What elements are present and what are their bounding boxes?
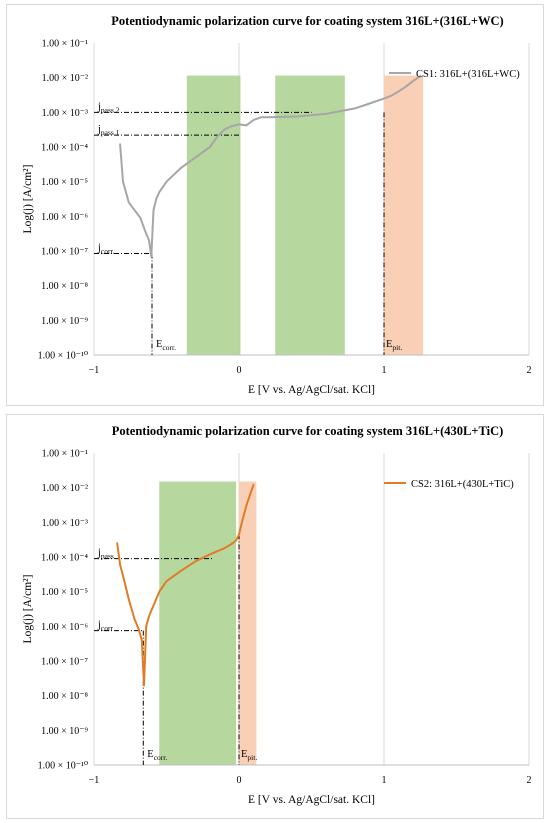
x-tick-label: 2 bbox=[527, 775, 532, 786]
label-epit-base: E bbox=[241, 749, 247, 760]
y-tick-label: 1.00 × 10⁻⁷ bbox=[41, 657, 88, 668]
series-line-cathodic bbox=[119, 143, 153, 258]
label-jpass2: jpass 2 bbox=[97, 101, 120, 114]
label-jpass-sub: pass bbox=[101, 552, 114, 561]
x-tick-label: 0 bbox=[237, 775, 242, 786]
label-epit-sub: pit. bbox=[247, 753, 257, 762]
y-tick-label: 1.00 × 10⁻² bbox=[42, 73, 88, 84]
label-jpass1-base: j bbox=[97, 124, 101, 135]
y-axis-title: Log(j) [A/cm²] bbox=[22, 165, 34, 234]
label-jpass2-base: j bbox=[97, 101, 101, 112]
series-line-anodic bbox=[150, 75, 422, 258]
label-ecorr-base: E bbox=[156, 339, 162, 350]
label-jcorr-sub: corr bbox=[101, 624, 114, 633]
series-line-cathodic bbox=[116, 542, 145, 687]
pitting-region-band bbox=[384, 75, 424, 356]
label-jpass: jpass bbox=[97, 548, 114, 561]
y-tick-label: 1.00 × 10⁻³ bbox=[42, 108, 88, 119]
chart-panel-cs2: Potentiodynamic polarization curve for c… bbox=[6, 414, 544, 819]
y-tick-label: 1.00 × 10⁻¹ bbox=[42, 39, 88, 50]
x-tick-label: 1 bbox=[382, 365, 387, 376]
label-jcorr-base: j bbox=[97, 242, 101, 253]
passive-region-band bbox=[275, 75, 345, 356]
x-tick-label: −1 bbox=[89, 365, 100, 376]
label-ecorr: Ecorr. bbox=[156, 339, 176, 352]
label-epit: Epit. bbox=[241, 749, 257, 762]
label-jpass1-sub: pass 1 bbox=[101, 128, 120, 137]
passive-region-band bbox=[159, 481, 237, 765]
pitting-region-band bbox=[239, 481, 257, 765]
x-axis-title: E [V vs. Ag/AgCl/sat. KCl] bbox=[248, 794, 375, 806]
passive-region-band bbox=[186, 75, 241, 356]
legend-label: CS2: 316L+(430L+TiC) bbox=[411, 479, 514, 490]
label-ecorr-base: E bbox=[147, 749, 153, 760]
label-ecorr: Ecorr. bbox=[147, 749, 167, 762]
y-tick-label: 1.00 × 10⁻⁶ bbox=[41, 212, 88, 223]
x-tick-label: 2 bbox=[527, 365, 532, 376]
chart-title: Potentiodynamic polarization curve for c… bbox=[111, 14, 503, 28]
label-epit-sub: pit. bbox=[392, 343, 402, 352]
chart-panel-cs1: Potentiodynamic polarization curve for c… bbox=[6, 4, 544, 406]
y-tick-label: 1.00 × 10⁻⁷ bbox=[41, 247, 88, 258]
polarization-chart-cs2: Potentiodynamic polarization curve for c… bbox=[22, 424, 532, 806]
y-tick-label: 1.00 × 10⁻⁴ bbox=[41, 143, 88, 154]
label-jcorr: jcorr bbox=[97, 620, 113, 633]
y-tick-label: 1.00 × 10⁻¹⁰ bbox=[38, 351, 88, 362]
series-line-anodic bbox=[143, 483, 255, 687]
label-jcorr-sub: corr. bbox=[101, 246, 115, 255]
x-tick-label: 1 bbox=[382, 775, 387, 786]
y-tick-label: 1.00 × 10⁻² bbox=[42, 483, 88, 494]
y-tick-label: 1.00 × 10⁻⁹ bbox=[41, 726, 88, 737]
x-axis-title: E [V vs. Ag/AgCl/sat. KCl] bbox=[248, 384, 375, 396]
y-tick-label: 1.00 × 10⁻⁵ bbox=[41, 587, 88, 598]
y-tick-label: 1.00 × 10⁻⁸ bbox=[41, 281, 88, 292]
label-ecorr-sub: corr. bbox=[162, 343, 176, 352]
label-epit-base: E bbox=[386, 339, 392, 350]
label-jpass1: jpass 1 bbox=[97, 124, 120, 137]
x-tick-label: 0 bbox=[237, 365, 242, 376]
label-jcorr: jcorr. bbox=[97, 242, 115, 255]
polarization-chart-cs1: Potentiodynamic polarization curve for c… bbox=[22, 14, 532, 396]
y-tick-label: 1.00 × 10⁻⁵ bbox=[41, 177, 88, 188]
y-axis-title: Log(j) [A/cm²] bbox=[22, 575, 34, 644]
label-epit: Epit. bbox=[386, 339, 402, 352]
y-tick-label: 1.00 × 10⁻¹⁰ bbox=[38, 761, 88, 772]
chart-title: Potentiodynamic polarization curve for c… bbox=[112, 424, 504, 438]
y-tick-label: 1.00 × 10⁻¹ bbox=[42, 449, 88, 460]
label-jpass2-sub: pass 2 bbox=[101, 105, 120, 114]
y-tick-label: 1.00 × 10⁻⁴ bbox=[41, 553, 88, 564]
y-tick-label: 1.00 × 10⁻⁹ bbox=[41, 316, 88, 327]
label-ecorr-sub: corr. bbox=[154, 753, 168, 762]
y-tick-label: 1.00 × 10⁻³ bbox=[42, 518, 88, 529]
label-jpass-base: j bbox=[97, 548, 101, 559]
x-tick-label: −1 bbox=[89, 775, 100, 786]
label-jcorr-base: j bbox=[97, 620, 101, 631]
y-tick-label: 1.00 × 10⁻⁸ bbox=[41, 691, 88, 702]
y-tick-label: 1.00 × 10⁻⁶ bbox=[41, 622, 88, 633]
legend-label: CS1: 316L+(316L+WC) bbox=[416, 69, 520, 80]
